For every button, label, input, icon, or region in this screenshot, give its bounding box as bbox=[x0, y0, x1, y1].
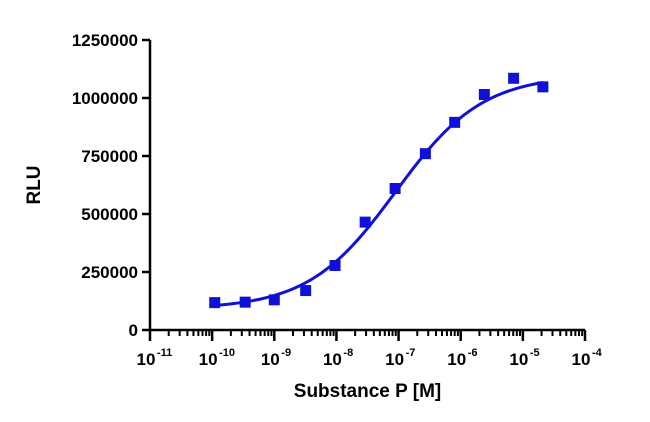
data-point bbox=[537, 81, 549, 93]
data-point bbox=[300, 285, 312, 297]
x-tick-label: 10 bbox=[199, 350, 218, 369]
x-tick-label: 10 bbox=[509, 350, 528, 369]
data-point bbox=[478, 89, 490, 101]
y-tick-label: 1000000 bbox=[72, 89, 138, 108]
data-point bbox=[268, 294, 280, 306]
data-point bbox=[209, 297, 221, 309]
x-tick-exponent: -11 bbox=[157, 347, 172, 359]
x-tick-exponent: -5 bbox=[530, 347, 540, 359]
x-tick-exponent: -6 bbox=[468, 347, 478, 359]
x-tick-exponent: -7 bbox=[406, 347, 416, 359]
y-tick-label: 750000 bbox=[81, 147, 138, 166]
x-tick-label: 10 bbox=[447, 350, 466, 369]
x-tick-exponent: -4 bbox=[592, 347, 603, 359]
x-tick-label: 10 bbox=[261, 350, 280, 369]
y-tick-label: 250000 bbox=[81, 263, 138, 282]
x-axis-label: Substance P [M] bbox=[294, 381, 441, 402]
fit-curve-layer bbox=[214, 80, 544, 307]
x-tick-label: 10 bbox=[323, 350, 342, 369]
data-point bbox=[508, 72, 520, 84]
data-point bbox=[239, 296, 251, 308]
fit-curve bbox=[214, 80, 544, 307]
y-tick-label: 1250000 bbox=[72, 31, 138, 50]
x-tick-label: 10 bbox=[385, 350, 404, 369]
data-point bbox=[419, 148, 431, 160]
x-tick-exponent: -9 bbox=[281, 347, 291, 359]
x-tick-exponent: -8 bbox=[343, 347, 353, 359]
x-tick-label: 10 bbox=[572, 350, 591, 369]
y-axis-ticks: 0 250000 500000 750000 1000000 1250000 bbox=[72, 31, 150, 340]
y-axis-label: RLU bbox=[24, 165, 45, 204]
data-point bbox=[329, 260, 341, 272]
data-point bbox=[359, 216, 371, 228]
x-tick-exponent: -10 bbox=[219, 347, 235, 359]
y-tick-label: 0 bbox=[129, 321, 138, 340]
data-point bbox=[389, 182, 401, 194]
data-points-layer bbox=[209, 72, 549, 309]
x-axis-ticks: 10 -11 10 -10 10 -9 10 -8 10 -7 10 -6 10 -5 10 -4 bbox=[137, 330, 603, 369]
x-tick-label: 10 bbox=[137, 350, 156, 369]
y-tick-label: 500000 bbox=[81, 205, 138, 224]
data-point bbox=[449, 116, 461, 128]
